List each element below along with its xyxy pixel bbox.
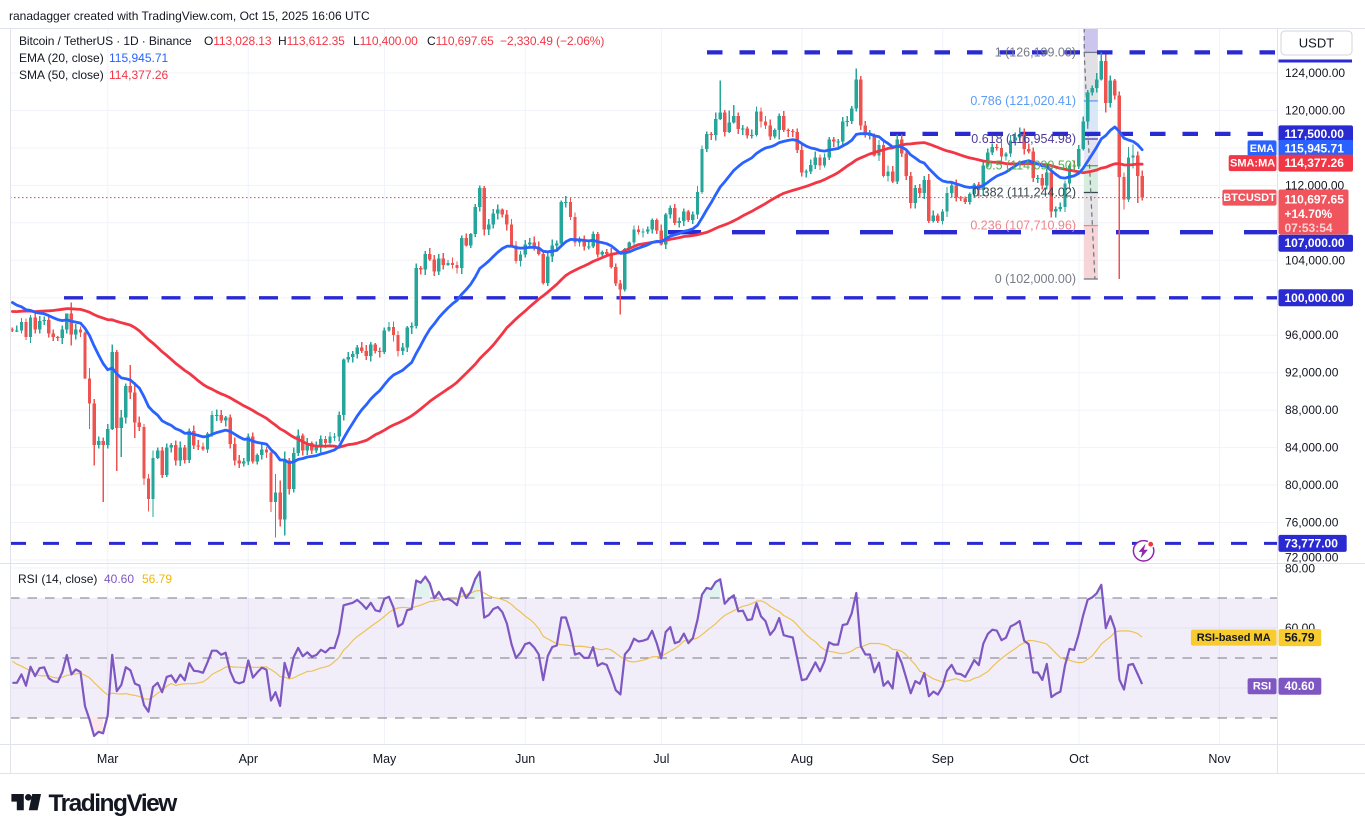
svg-text:SMA:MA: SMA:MA (1230, 158, 1275, 170)
svg-text:SMA (50, close)114,377.26: SMA (50, close) 114,377.26 (19, 68, 168, 82)
svg-text:ranadagger created with Tradin: ranadagger created with TradingView.com,… (9, 9, 370, 23)
svg-text:115,945.71: 115,945.71 (1285, 141, 1345, 155)
svg-text:Sep: Sep (932, 752, 954, 766)
svg-text:Bitcoin / TetherUS · 1D · Bina: Bitcoin / TetherUS · 1D · Binance O113,02… (19, 34, 604, 48)
svg-text:0.786 (121,020.41): 0.786 (121,020.41) (970, 94, 1076, 108)
svg-text:80,000.00: 80,000.00 (1285, 478, 1339, 492)
svg-text:76,000.00: 76,000.00 (1285, 516, 1339, 530)
svg-text:+14.70%: +14.70% (1285, 207, 1333, 221)
svg-text:RSI: RSI (1253, 681, 1271, 693)
svg-text:0 (102,000.00): 0 (102,000.00) (995, 272, 1076, 286)
svg-text:96,000.00: 96,000.00 (1285, 328, 1339, 342)
svg-text:88,000.00: 88,000.00 (1285, 403, 1339, 417)
svg-text:Oct: Oct (1069, 752, 1089, 766)
svg-text:Jun: Jun (515, 752, 535, 766)
svg-text:EMA: EMA (1250, 143, 1275, 155)
svg-text:0.5 (114,099.50): 0.5 (114,099.50) (985, 159, 1076, 173)
svg-text:0.618 (116,954.98): 0.618 (116,954.98) (971, 132, 1076, 146)
svg-text:80.00: 80.00 (1285, 562, 1315, 576)
svg-text:84,000.00: 84,000.00 (1285, 441, 1339, 455)
svg-text:73,777.00: 73,777.00 (1285, 536, 1339, 550)
svg-text:Aug: Aug (791, 752, 813, 766)
svg-text:USDT: USDT (1299, 36, 1334, 51)
svg-text:0.236 (107,710.96): 0.236 (107,710.96) (970, 219, 1076, 233)
svg-text:Nov: Nov (1208, 752, 1231, 766)
svg-text:120,000.00: 120,000.00 (1285, 104, 1345, 118)
svg-text:117,500.00: 117,500.00 (1285, 127, 1345, 141)
svg-text:0.382 (111,244.02): 0.382 (111,244.02) (972, 186, 1076, 200)
svg-text:TradingView: TradingView (49, 790, 179, 817)
svg-text:Apr: Apr (239, 752, 258, 766)
svg-text:Mar: Mar (97, 752, 119, 766)
svg-text:BTCUSDT: BTCUSDT (1223, 192, 1276, 204)
svg-text:72,000.00: 72,000.00 (1285, 551, 1339, 565)
svg-text:124,000.00: 124,000.00 (1285, 66, 1345, 80)
svg-text:92,000.00: 92,000.00 (1285, 366, 1339, 380)
svg-text:40.60: 40.60 (1285, 679, 1315, 693)
svg-text:107,000.00: 107,000.00 (1285, 236, 1345, 250)
svg-text:Jul: Jul (653, 752, 669, 766)
svg-text:May: May (373, 752, 397, 766)
svg-text:56.79: 56.79 (1285, 631, 1315, 645)
svg-text:110,697.65: 110,697.65 (1285, 193, 1345, 207)
svg-text:07:53:54: 07:53:54 (1285, 221, 1333, 235)
svg-text:RSI-based MA: RSI-based MA (1197, 632, 1271, 644)
svg-text:112,000.00: 112,000.00 (1285, 178, 1344, 192)
svg-text:EMA (20, close)115,945.71: EMA (20, close) 115,945.71 (19, 51, 168, 65)
svg-text:100,000.00: 100,000.00 (1285, 291, 1345, 305)
svg-text:104,000.00: 104,000.00 (1285, 253, 1345, 267)
svg-text:114,377.26: 114,377.26 (1285, 156, 1345, 170)
svg-text:1 (126,199.00): 1 (126,199.00) (995, 45, 1076, 59)
